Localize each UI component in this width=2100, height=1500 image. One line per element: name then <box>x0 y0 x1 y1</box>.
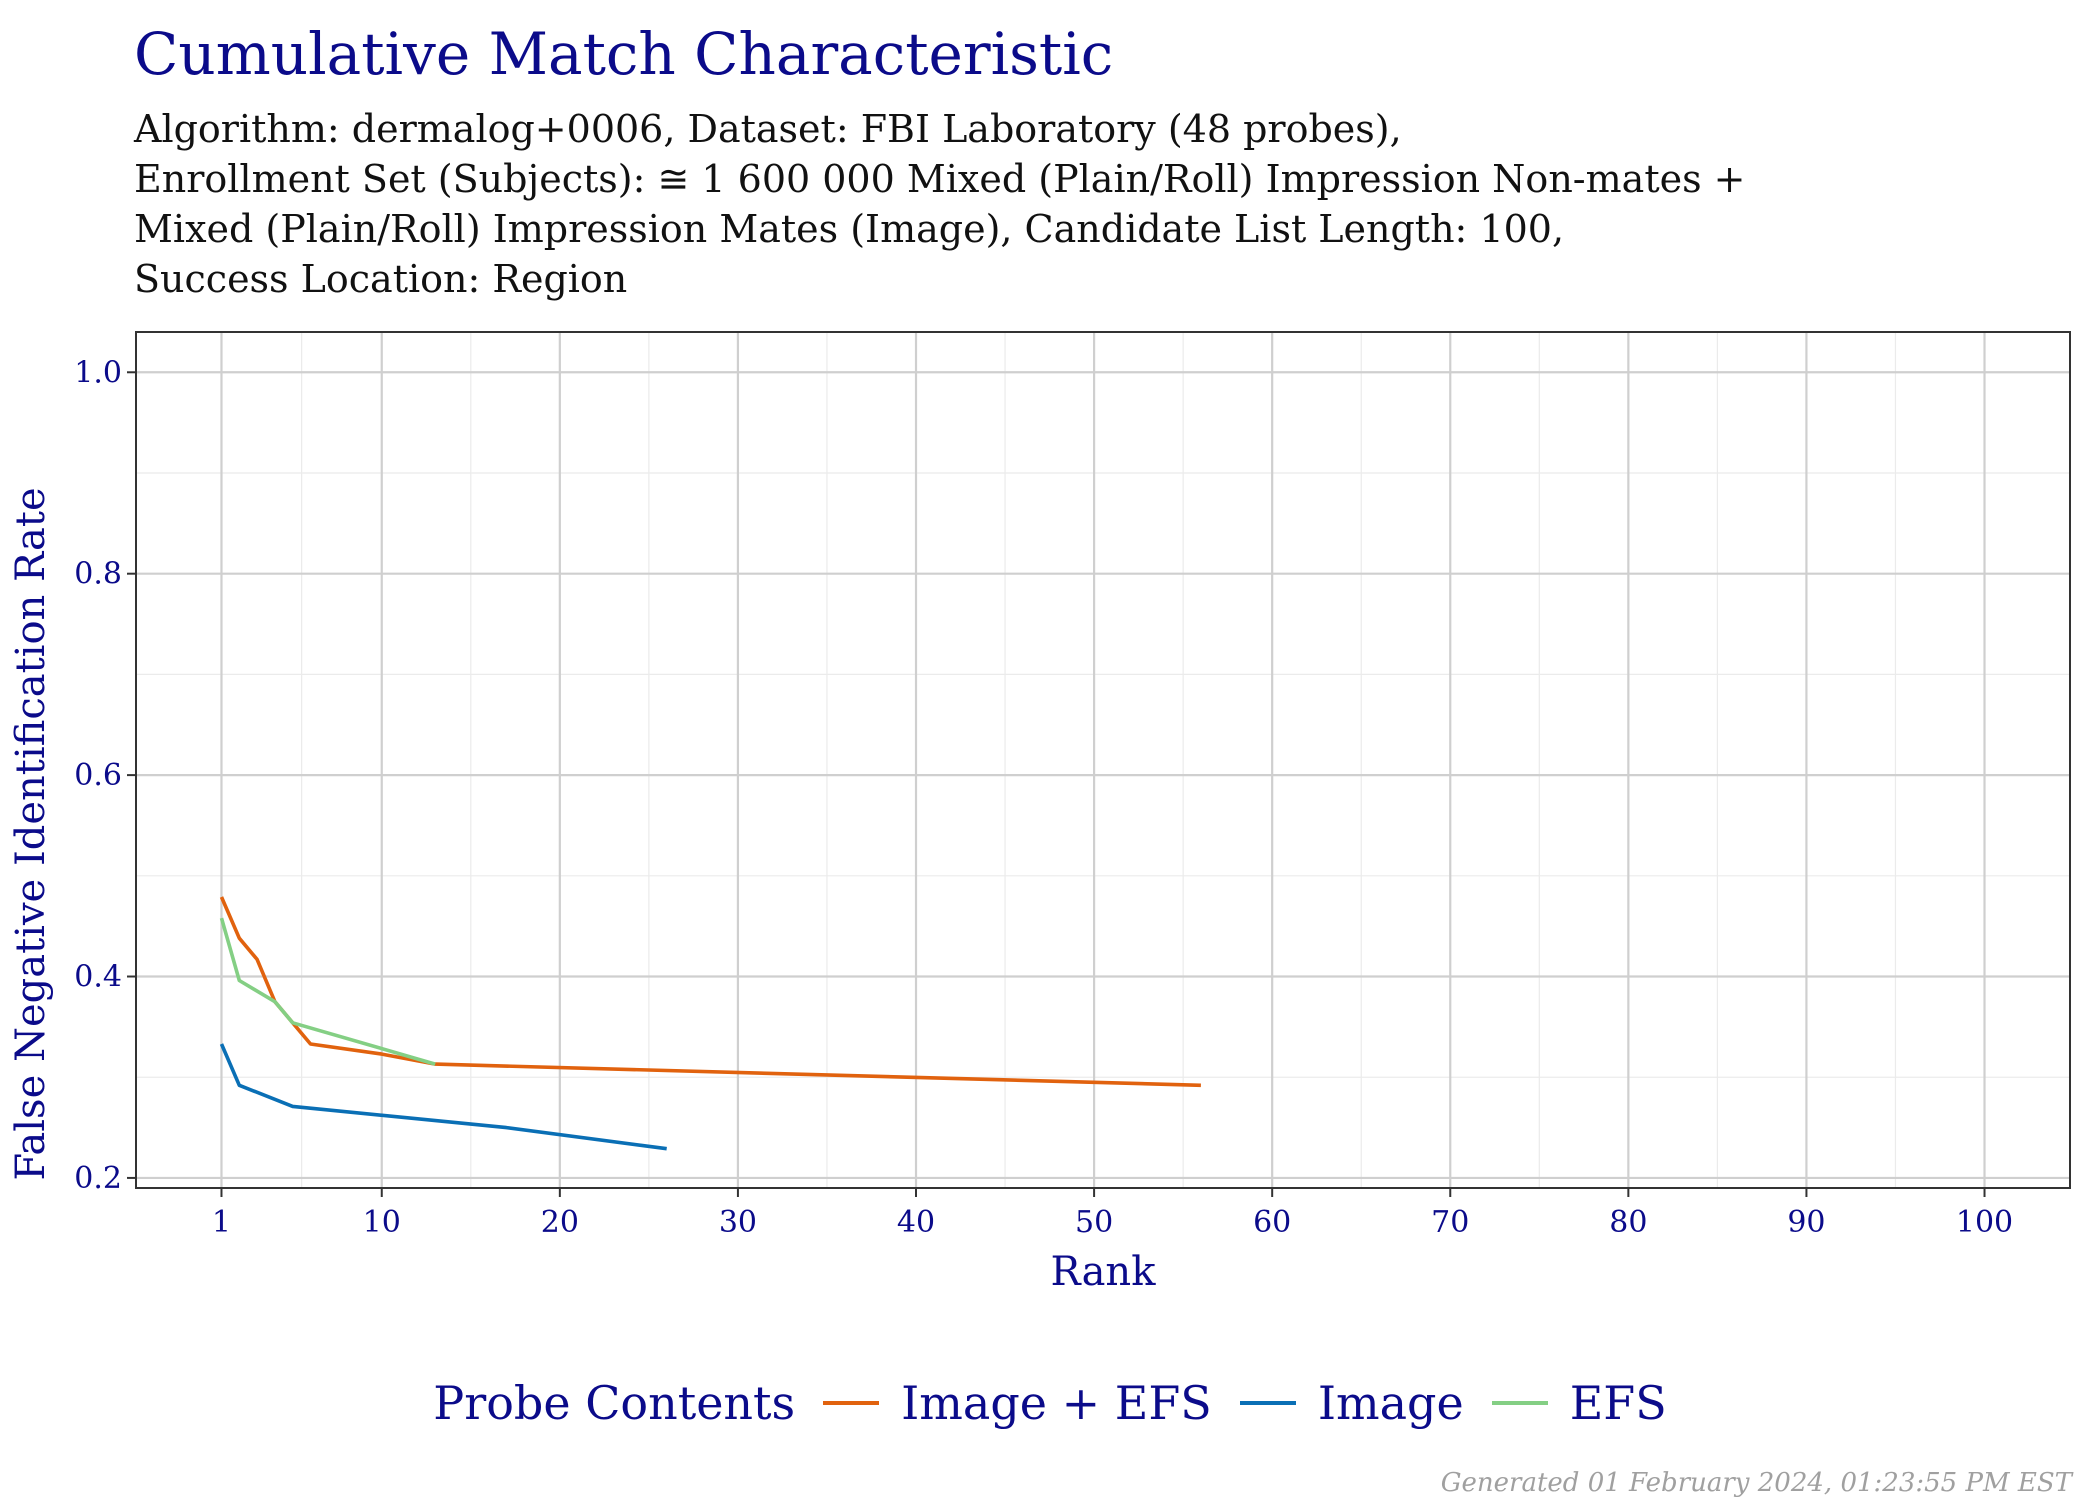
legend-key-image-efs <box>823 1401 880 1405</box>
major-gridlines <box>136 332 2070 1188</box>
legend-label: EFS <box>1569 1376 1667 1430</box>
chart-subtitle: Algorithm: dermalog+0006, Dataset: FBI L… <box>134 104 1746 304</box>
legend: Probe Contents Image + EFS Image EFS <box>0 1368 2100 1438</box>
y-tick-label: 1.0 <box>74 355 122 390</box>
legend-label: Image <box>1317 1376 1464 1430</box>
x-tick-label: 100 <box>1956 1205 2013 1240</box>
chart-title: Cumulative Match Characteristic <box>134 20 1114 88</box>
x-tick-label: 80 <box>1609 1205 1647 1240</box>
x-tick-label: 70 <box>1431 1205 1469 1240</box>
subtitle-line: Enrollment Set (Subjects): ≅ 1 600 000 M… <box>134 157 1746 201</box>
generated-timestamp: Generated 01 February 2024, 01:23:55 PM … <box>1440 1468 2072 1498</box>
legend-key-efs <box>1491 1401 1548 1405</box>
legend-title: Probe Contents <box>433 1376 796 1430</box>
series-line-image-efs <box>219 896 1201 1088</box>
x-axis: 1 10 20 30 40 50 60 70 80 90 100 <box>212 1188 2013 1240</box>
x-axis-label: Rank <box>1051 1249 1157 1295</box>
subtitle-line: Mixed (Plain/Roll) Impression Mates (Ima… <box>134 207 1565 251</box>
y-tick-label: 0.4 <box>74 960 122 995</box>
legend-item-image: Image <box>1239 1376 1464 1430</box>
x-tick-label: 20 <box>541 1205 579 1240</box>
x-tick-label: 30 <box>719 1205 757 1240</box>
series-lines <box>219 896 1201 1151</box>
x-tick-label: 50 <box>1075 1205 1113 1240</box>
x-tick-label: 40 <box>897 1205 935 1240</box>
x-tick-label: 10 <box>363 1205 401 1240</box>
x-tick-label: 1 <box>212 1205 231 1240</box>
legend-item-efs: EFS <box>1491 1376 1667 1430</box>
x-tick-label: 90 <box>1787 1205 1825 1240</box>
y-axis-label: False Negative Identification Rate <box>8 487 54 1180</box>
y-axis: 0.2 0.4 0.6 0.8 1.0 <box>74 355 136 1196</box>
series-line-image <box>219 1043 667 1151</box>
y-tick-label: 0.6 <box>74 758 122 793</box>
y-tick-label: 0.8 <box>74 557 122 592</box>
subtitle-line: Success Location: Region <box>134 257 628 301</box>
subtitle-line: Algorithm: dermalog+0006, Dataset: FBI L… <box>134 107 1402 151</box>
plot-panel-border <box>135 331 2071 1189</box>
y-tick-label: 0.2 <box>74 1161 122 1196</box>
legend-item-image-efs: Image + EFS <box>823 1376 1212 1430</box>
x-tick-label: 60 <box>1253 1205 1291 1240</box>
minor-gridlines <box>136 332 2070 1188</box>
legend-label: Image + EFS <box>901 1376 1212 1430</box>
legend-key-image <box>1239 1401 1296 1405</box>
series-line-efs <box>219 917 436 1066</box>
